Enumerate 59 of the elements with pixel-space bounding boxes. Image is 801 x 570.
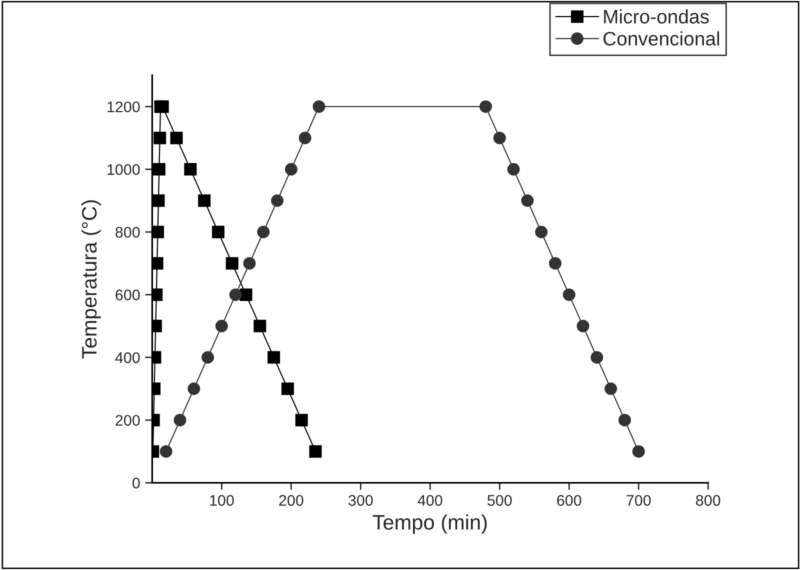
y-tick-label: 600	[116, 290, 140, 300]
point	[632, 445, 645, 458]
point	[493, 132, 506, 144]
point	[576, 320, 590, 332]
point	[212, 226, 224, 238]
y-tick-label: 1200	[108, 101, 140, 112]
point	[240, 288, 252, 301]
point	[507, 163, 520, 176]
point	[257, 226, 270, 238]
point	[152, 163, 166, 176]
point	[202, 351, 214, 364]
x-tick-label: 200	[279, 495, 304, 506]
x-tick-label: 700	[626, 495, 651, 506]
point	[604, 382, 618, 395]
point	[268, 351, 280, 364]
point	[298, 132, 312, 144]
x-tick-label: 100	[210, 495, 234, 506]
point	[309, 445, 322, 458]
x-tick-label: 400	[418, 495, 442, 506]
x-axis-title: Tempo (min)	[372, 514, 487, 534]
point	[284, 163, 298, 176]
point	[562, 288, 576, 301]
point	[226, 257, 238, 270]
point	[170, 132, 183, 144]
point	[521, 194, 534, 207]
y-tick-label: 400	[115, 352, 140, 364]
point	[590, 351, 604, 364]
point	[281, 382, 294, 395]
point	[154, 132, 166, 144]
point	[618, 414, 631, 426]
x-tick-label: 600	[557, 495, 582, 506]
y-tick-label: 200	[116, 414, 140, 426]
point	[152, 226, 164, 238]
point	[535, 226, 548, 238]
legend-label: Convencional	[603, 31, 720, 46]
point	[479, 100, 492, 113]
point	[198, 194, 211, 207]
x-tick-label: 500	[487, 495, 512, 506]
x-tick-label: 800	[696, 495, 720, 506]
point	[271, 194, 284, 207]
y-tick-label: 1000	[108, 164, 140, 175]
y-axis-title: Temperatura (°C)	[81, 200, 101, 359]
point	[243, 257, 256, 270]
point	[184, 163, 197, 176]
point	[152, 257, 164, 270]
point	[312, 100, 326, 113]
point	[188, 382, 200, 395]
x-tick-label: 300	[348, 495, 373, 506]
legend-label: Micro-ondas	[604, 9, 709, 24]
point	[160, 445, 172, 458]
point	[229, 288, 242, 301]
point	[548, 257, 562, 270]
point	[174, 414, 186, 426]
y-tick-label: 0	[132, 478, 140, 488]
point	[254, 320, 266, 332]
y-tick-label: 800	[116, 226, 140, 238]
point	[295, 414, 308, 426]
point	[152, 194, 165, 207]
point	[215, 320, 228, 332]
